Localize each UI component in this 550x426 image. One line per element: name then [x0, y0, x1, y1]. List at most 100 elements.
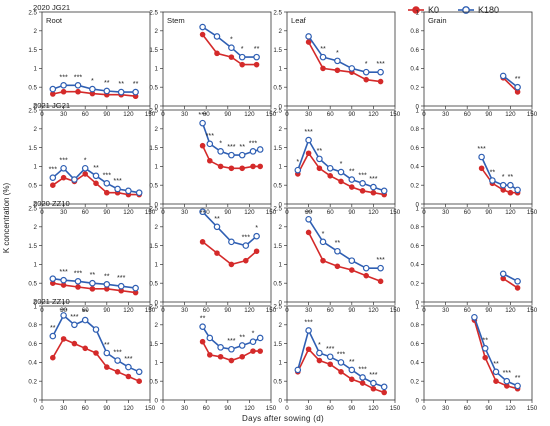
x-tick-label: 90: [348, 111, 355, 118]
significance-label: **: [335, 238, 341, 247]
series-point-k180: [334, 57, 341, 65]
y-tick-label: 0.5: [149, 85, 158, 92]
y-tick-label: 0: [155, 299, 159, 306]
y-tick-label: 0.5: [273, 379, 282, 386]
series-point-k180: [305, 215, 312, 223]
y-tick-label: 2: [155, 224, 159, 231]
series-point-k0: [316, 165, 323, 172]
series-point-k180: [305, 33, 312, 40]
series-point-k0: [320, 257, 326, 264]
y-tick-label: 1: [416, 205, 420, 212]
series-point-k0: [60, 336, 67, 342]
y-tick-label: 0: [416, 201, 420, 208]
significance-label: *: [296, 157, 299, 166]
x-tick-label: 0: [40, 405, 44, 412]
x-tick-label: 90: [103, 405, 110, 412]
y-tick-label: 0: [416, 299, 420, 306]
significance-label: **: [490, 168, 496, 177]
x-tick-label: 30: [181, 307, 188, 314]
significance-label: ***: [74, 72, 83, 81]
y-tick-label: 1: [34, 164, 38, 171]
y-tick-label: 0.5: [28, 183, 37, 190]
significance-label: **: [104, 78, 110, 87]
significance-label: **: [254, 44, 260, 53]
y-tick-label: 0: [416, 103, 420, 110]
series-point-k180: [238, 151, 246, 159]
series-point-k180: [256, 334, 264, 342]
x-tick-label: 60: [82, 209, 89, 216]
series-point-k0: [60, 174, 67, 181]
series-point-k180: [316, 155, 323, 163]
series-point-k0: [217, 353, 224, 360]
series-point-k0: [82, 345, 89, 352]
series-point-k180: [242, 242, 250, 249]
y-tick-label: 0: [279, 103, 283, 110]
organ-label: Leaf: [291, 16, 307, 25]
series-point-k0: [493, 378, 499, 385]
y-tick-label: 0.2: [410, 379, 419, 386]
series-point-k180: [228, 238, 235, 246]
y-tick-label: 0.5: [28, 281, 37, 288]
series-point-k0: [327, 361, 334, 368]
series-point-k180: [60, 164, 67, 172]
series-point-k180: [253, 232, 260, 240]
significance-label: ***: [206, 131, 215, 140]
x-tick-label: 90: [103, 307, 110, 314]
y-tick-label: 2: [279, 224, 283, 231]
x-tick-label: 120: [505, 209, 516, 216]
series-point-k180: [471, 313, 478, 321]
series-point-k180: [380, 187, 388, 195]
y-tick-label: 0.6: [410, 145, 419, 152]
x-tick-label: 60: [203, 209, 210, 216]
series-point-k180: [319, 53, 327, 61]
y-tick-label: 1: [155, 66, 159, 73]
significance-label: ***: [337, 349, 346, 358]
significance-label: *: [365, 59, 368, 68]
series-point-k180: [49, 174, 57, 181]
y-tick-label: 1.5: [149, 341, 158, 348]
series-point-k180: [492, 368, 500, 376]
series-point-k180: [294, 166, 302, 174]
y-tick-label: 1: [279, 262, 283, 269]
series-point-k0: [316, 357, 323, 364]
y-tick-label: 1: [155, 262, 159, 269]
significance-label: ***: [227, 336, 236, 345]
series-point-k180: [256, 146, 264, 153]
x-tick-label: 150: [527, 405, 538, 412]
series-point-k180: [337, 359, 345, 366]
series-point-k0: [348, 184, 355, 190]
series-point-k180: [305, 327, 312, 334]
x-tick-label: 60: [82, 111, 89, 118]
significance-label: ***: [74, 268, 83, 277]
x-tick-label: 30: [442, 307, 449, 314]
series-line-k0: [502, 77, 519, 93]
significance-label: **: [50, 323, 56, 332]
significance-label: ***: [304, 208, 313, 217]
y-tick-label: 1.5: [273, 145, 282, 152]
series-point-k0: [125, 373, 132, 380]
y-tick-label: 0: [34, 103, 38, 110]
significance-label: ***: [477, 144, 486, 153]
series-point-k0: [93, 180, 99, 187]
x-tick-label: 0: [285, 405, 289, 412]
y-tick-label: 0.5: [273, 85, 282, 92]
y-tick-label: 2.5: [28, 205, 37, 212]
series-point-k180: [478, 153, 485, 161]
series-point-k0: [228, 261, 235, 268]
series-point-k0: [377, 278, 384, 285]
series-point-k180: [305, 136, 312, 144]
series-point-k0: [243, 257, 249, 264]
series-line-k180: [52, 314, 140, 373]
y-tick-label: 2.5: [149, 303, 158, 310]
y-tick-label: 0.2: [28, 379, 37, 386]
series-point-k180: [213, 223, 221, 231]
series-point-k0: [253, 61, 260, 68]
series-point-k180: [249, 148, 257, 155]
y-tick-label: 0: [279, 299, 283, 306]
series-point-k180: [125, 187, 132, 195]
series-point-k180: [359, 374, 366, 381]
y-tick-label: 1: [416, 9, 420, 16]
y-tick-label: 0.6: [410, 243, 419, 250]
y-tick-label: 2: [155, 28, 159, 35]
